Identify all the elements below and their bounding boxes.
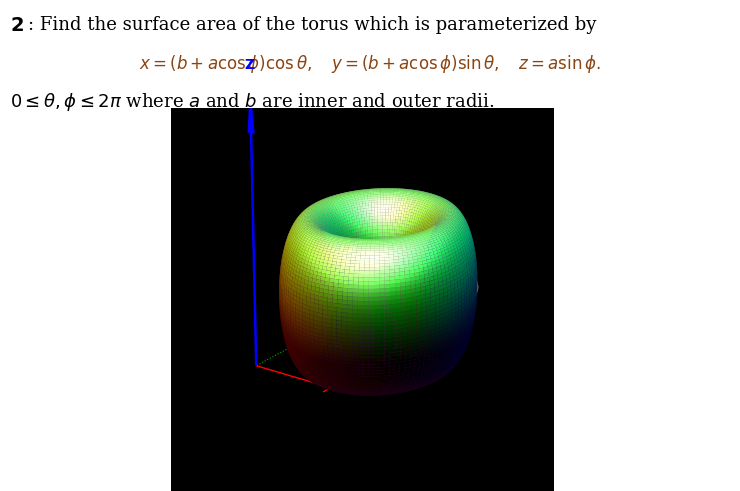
Text: $0 \leq \theta, \phi \leq 2\pi$ where $a$ and $b$ are inner and outer radii.: $0 \leq \theta, \phi \leq 2\pi$ where $a… <box>10 91 494 113</box>
Text: $\mathbf{2}$: $\mathbf{2}$ <box>10 16 24 35</box>
Text: : Find the surface area of the torus which is parameterized by: : Find the surface area of the torus whi… <box>28 16 596 34</box>
Text: $x = (b + a\cos\phi)\cos\theta, \quad y = (b + a\cos\phi)\sin\theta, \quad z = a: $x = (b + a\cos\phi)\cos\theta, \quad y … <box>139 53 601 75</box>
